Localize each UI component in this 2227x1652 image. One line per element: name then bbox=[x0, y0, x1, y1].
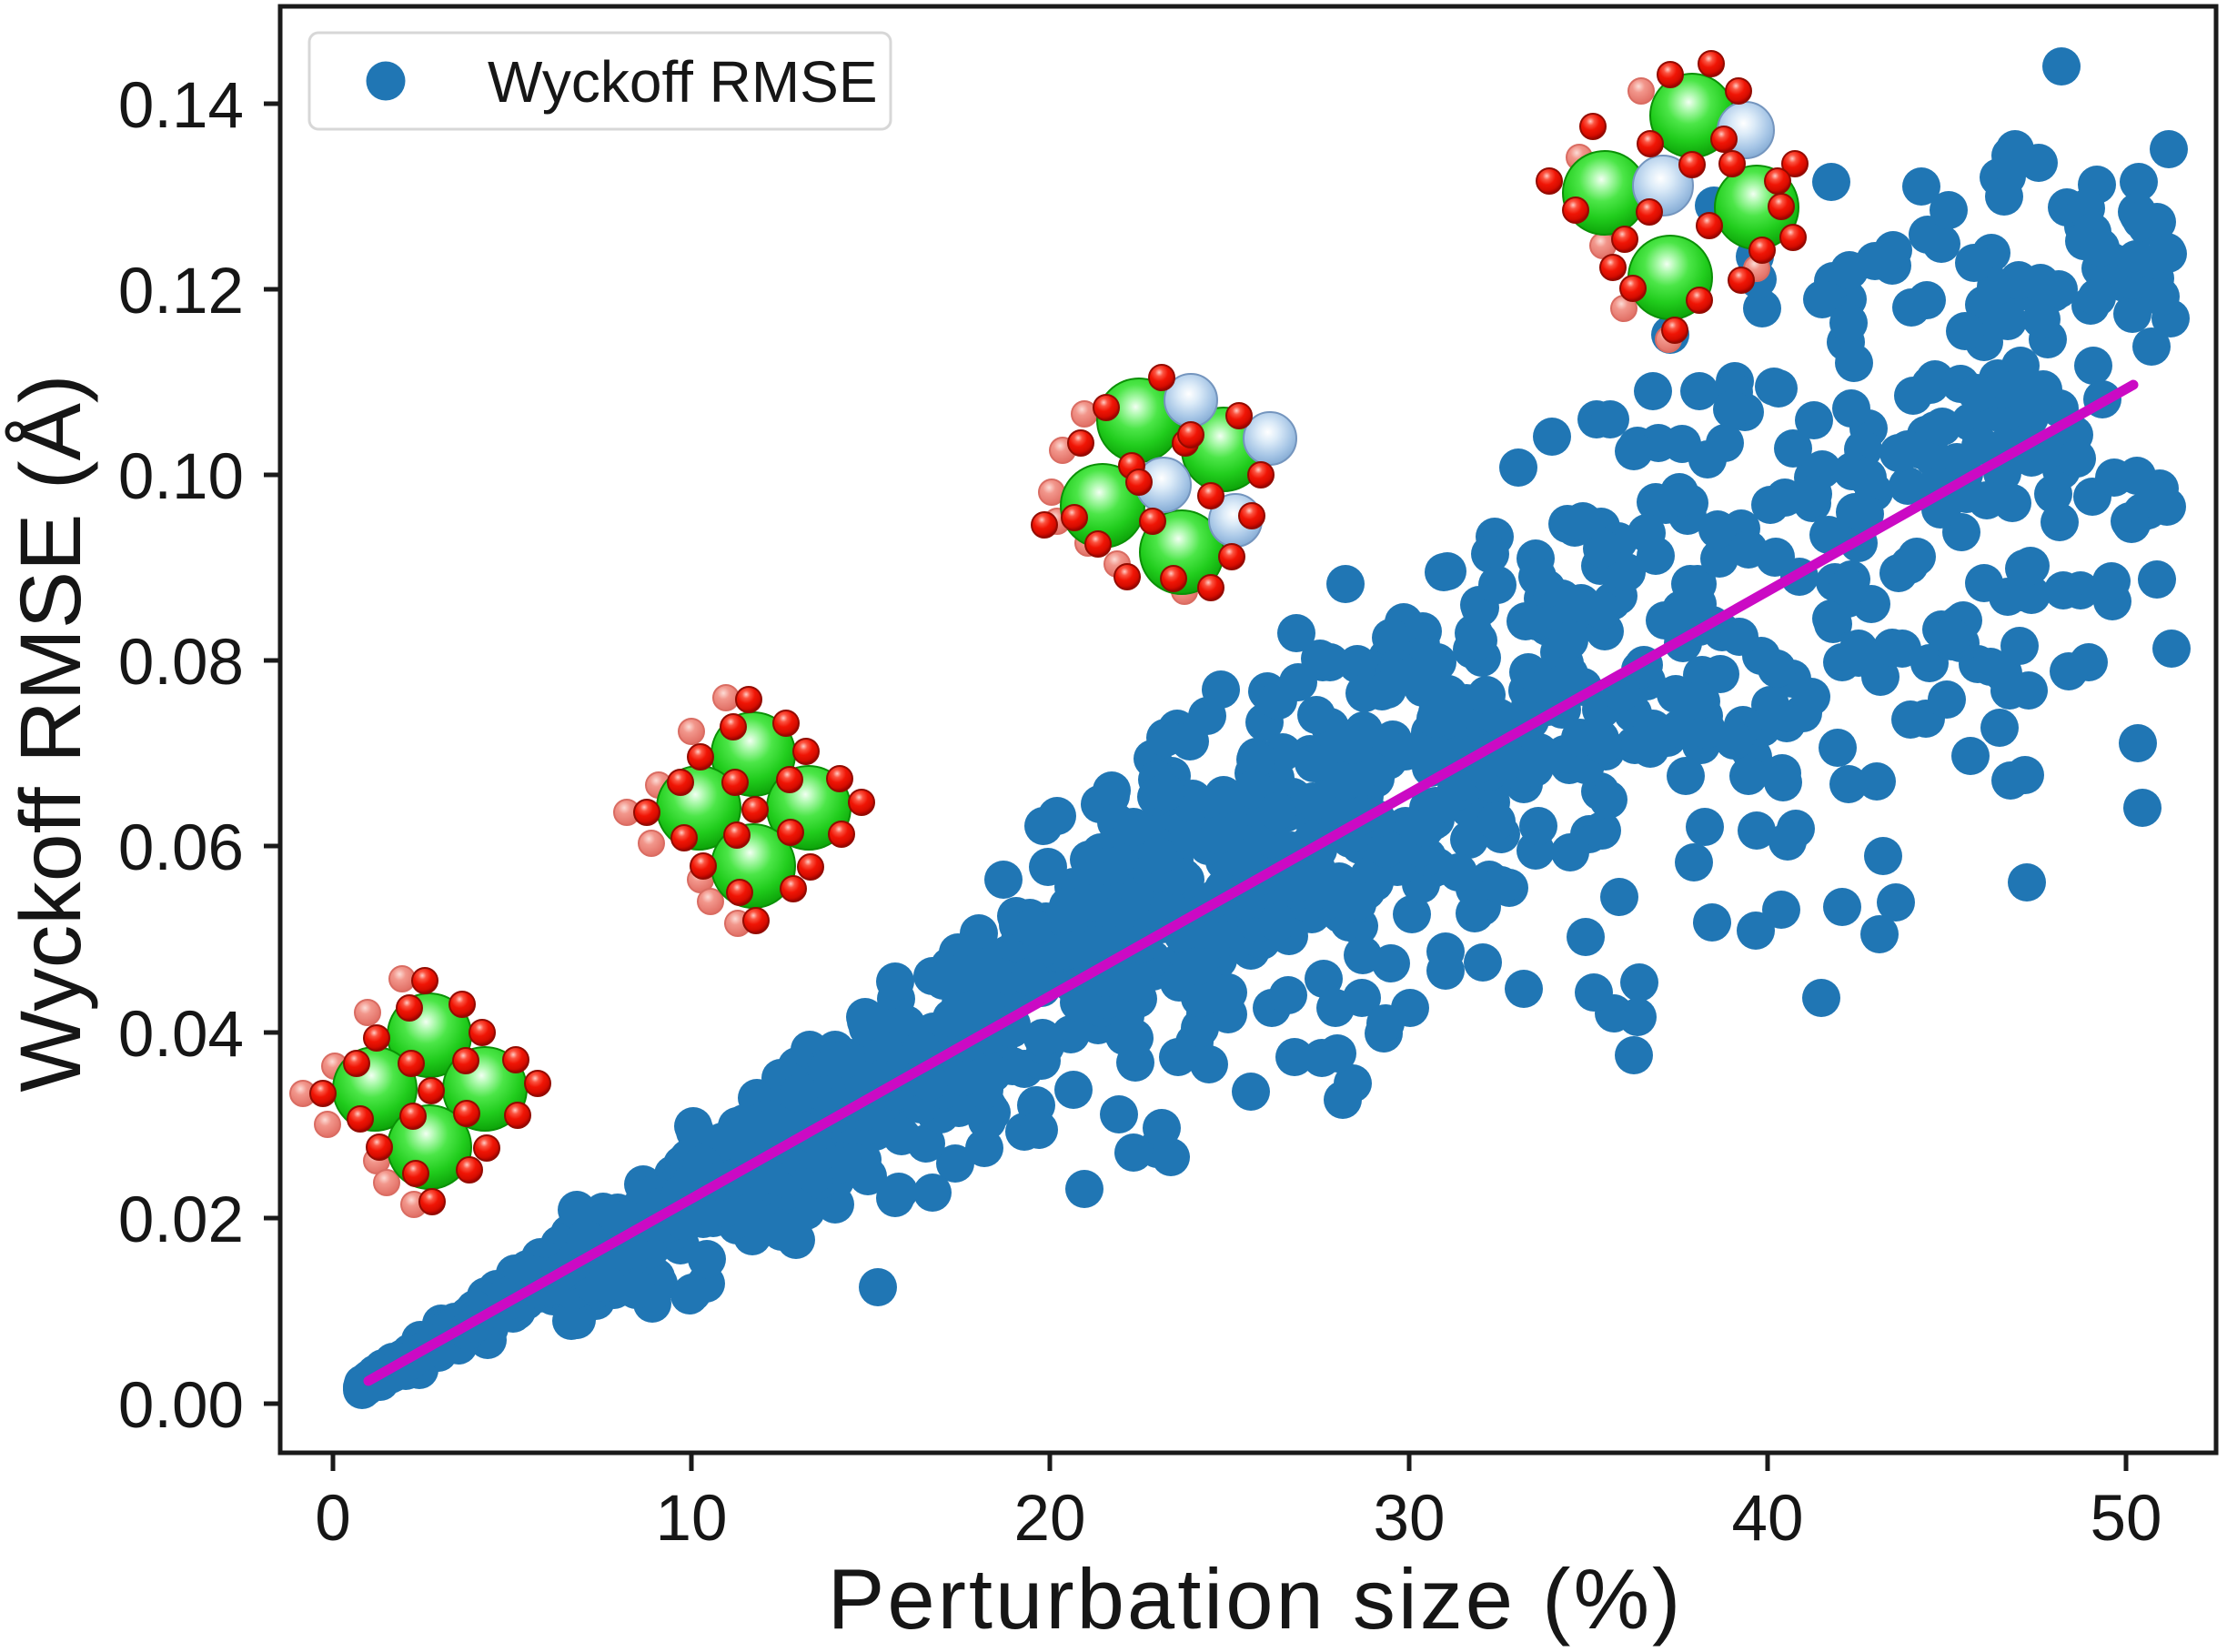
svg-text:Perturbation size (%): Perturbation size (%) bbox=[828, 1551, 1684, 1647]
svg-text:0.06: 0.06 bbox=[118, 812, 244, 884]
svg-text:0.08: 0.08 bbox=[118, 627, 244, 699]
svg-text:0: 0 bbox=[315, 1483, 351, 1555]
svg-text:0.14: 0.14 bbox=[118, 70, 244, 142]
svg-text:0.12: 0.12 bbox=[118, 256, 244, 327]
svg-text:0.00: 0.00 bbox=[118, 1370, 244, 1442]
svg-text:50: 50 bbox=[2091, 1483, 2162, 1555]
svg-text:40: 40 bbox=[1732, 1483, 1804, 1555]
svg-text:0.10: 0.10 bbox=[118, 441, 244, 513]
svg-text:Wyckoff RMSE: Wyckoff RMSE bbox=[488, 49, 878, 115]
svg-text:0.02: 0.02 bbox=[118, 1184, 244, 1256]
svg-text:10: 10 bbox=[656, 1483, 728, 1555]
svg-text:0.04: 0.04 bbox=[118, 999, 244, 1071]
svg-text:Wyckoff RMSE (Å): Wyckoff RMSE (Å) bbox=[3, 374, 99, 1092]
svg-text:20: 20 bbox=[1014, 1483, 1086, 1555]
svg-text:30: 30 bbox=[1374, 1483, 1446, 1555]
